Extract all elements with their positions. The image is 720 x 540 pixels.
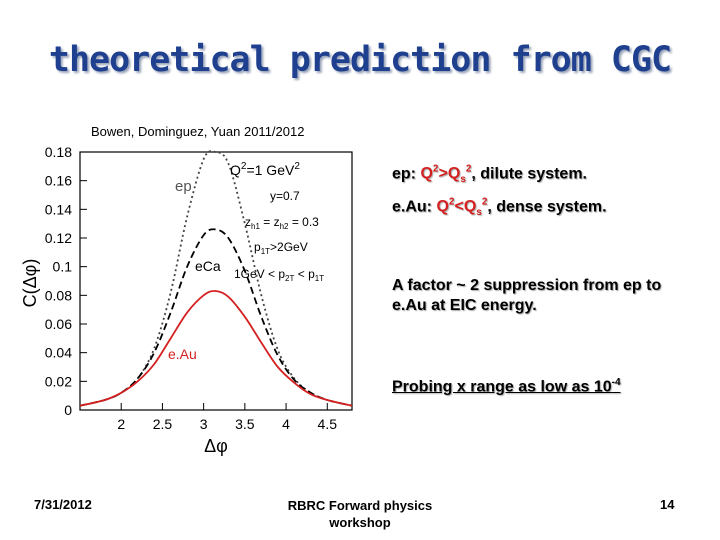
series-line-eca [79,228,353,407]
x-tick-label: 3.5 [235,416,255,432]
factor-statement: A factor ~ 2 suppression from ep to e.Au… [392,277,662,314]
y-tick-label: 0.06 [45,316,72,332]
slide-title: theoretical prediction from CGC [48,40,672,80]
y-tick-label: 0.1 [53,259,73,275]
eau-statement: e.Au: Q2<Qs2, dense system. [392,197,607,219]
annotation-y: y=0.7 [270,189,300,203]
annotation-range: 1GeV < p2T < p1T [234,267,324,283]
x-tick-label: 4 [282,416,290,432]
footer-date: 7/31/2012 [34,497,92,512]
footer-center: RBRC Forward physics workshop [287,498,433,530]
x-tick-label: 4.5 [318,416,338,432]
series-line-ep [79,150,353,407]
footer-page: 14 [660,497,675,512]
y-tick-label: 0.18 [45,144,72,160]
probing-statement: Probing x range as low as 10-4 [392,377,621,396]
y-tick-label: 0 [64,402,72,418]
annotation-z: zh1 = zh2 = 0.3 [245,215,319,231]
label-eca: eCa [195,258,221,274]
plot-frame [79,151,353,411]
y-tick-label: 0.04 [45,345,72,361]
series-line-eau [79,290,353,407]
ep-statement: ep: Q2>Qs2, dilute system. [392,164,587,186]
citation: Bowen, Dominguez, Yuan 2011/2012 [91,124,305,139]
ylabel: C(Δφ) [20,259,40,308]
y-tick-label: 0.12 [45,230,72,246]
y-tick-label: 0.16 [45,173,72,189]
x-tick-label: 2.5 [153,416,173,432]
annotation-p1t: p1T>2GeV [254,240,308,256]
y-tick-label: 0.14 [45,201,72,217]
label-ep: ep [175,178,192,195]
x-tick-label: 3 [200,416,208,432]
x-tick-label: 2 [117,416,125,432]
y-tick-label: 0.02 [45,373,72,389]
xlabel: Δφ [204,436,228,456]
annotation-q2: Q2=1 GeV2 [230,161,300,178]
y-tick-label: 0.08 [45,287,72,303]
label-eau: e.Au [168,346,197,362]
